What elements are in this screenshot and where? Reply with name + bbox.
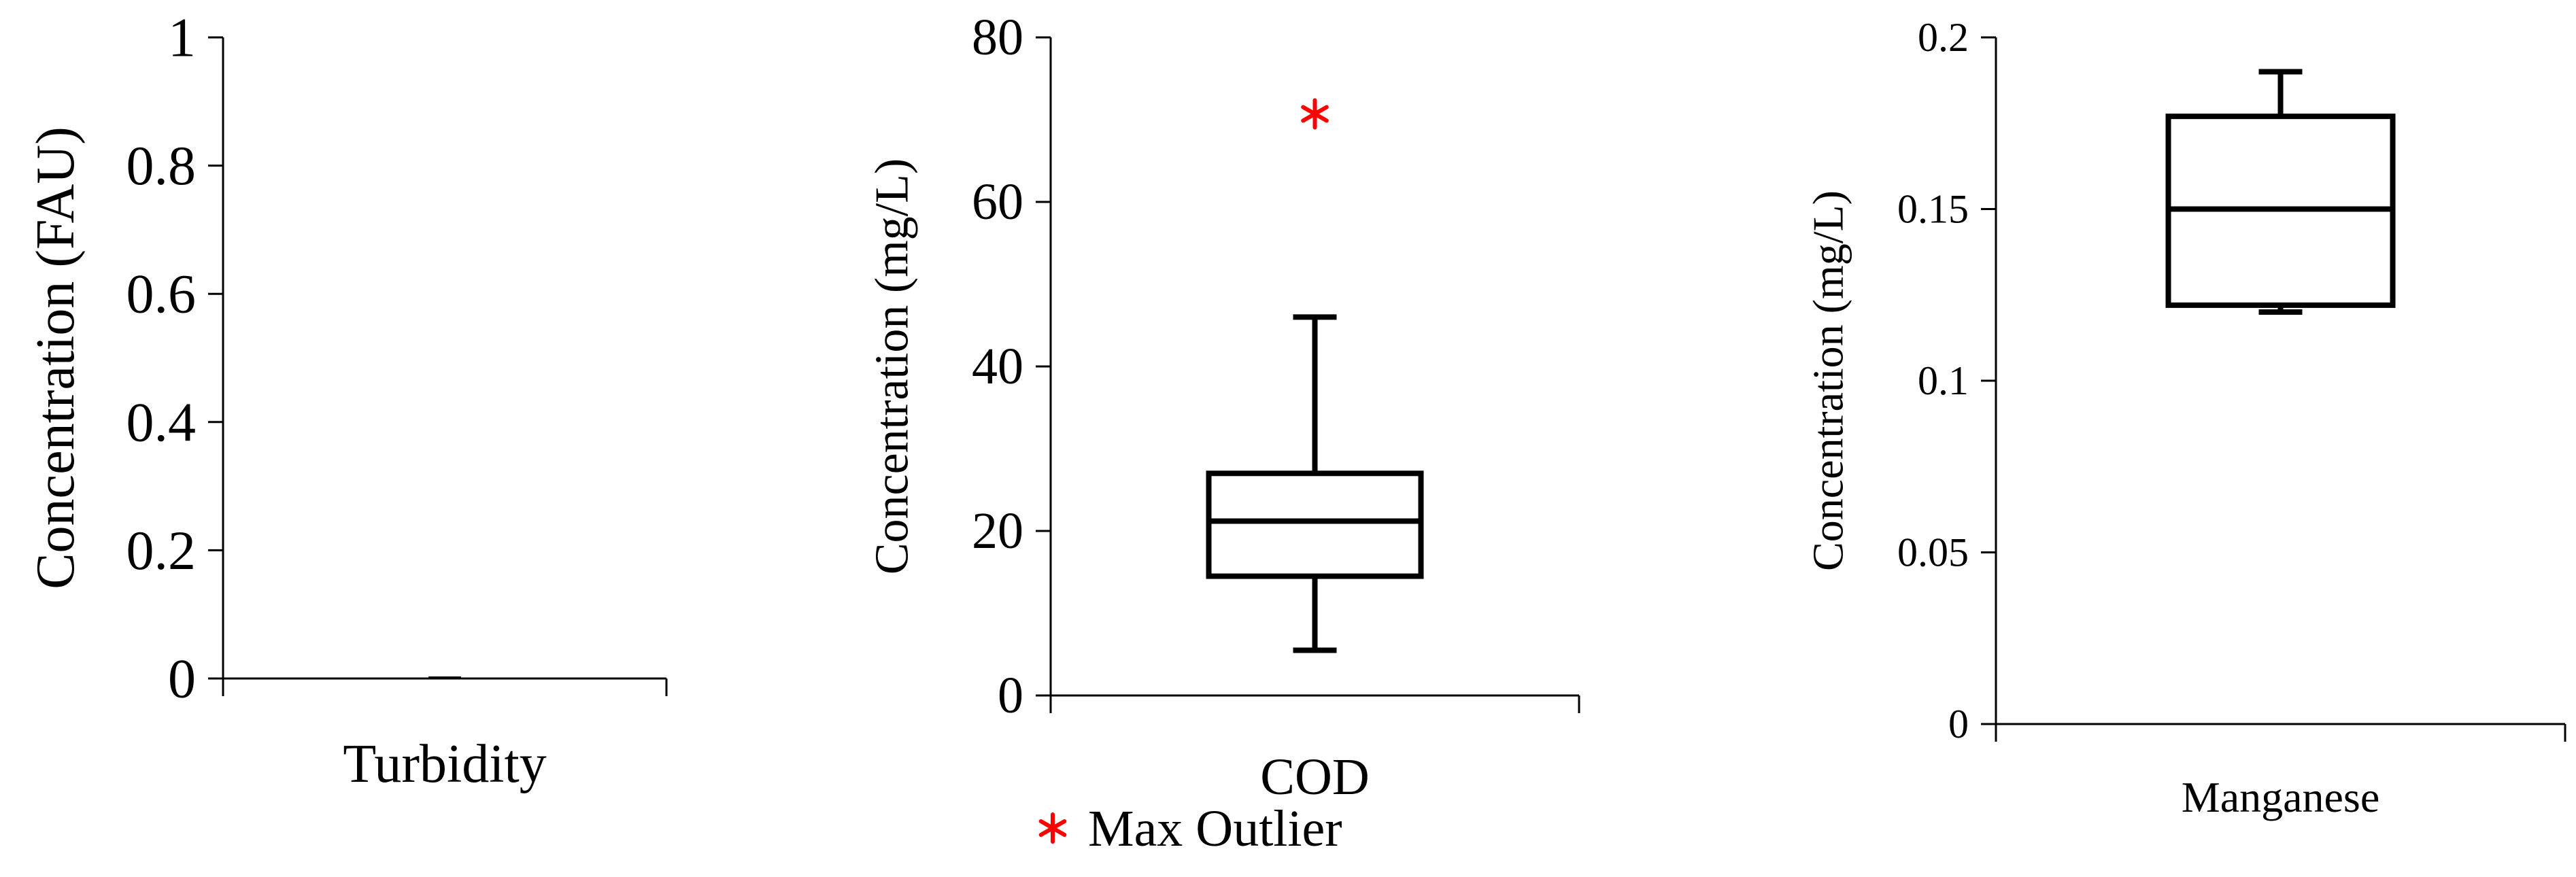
tick-label-y: 1 <box>168 7 196 69</box>
tick-label-y: 0.2 <box>1918 15 1969 60</box>
outlier-stroke <box>1301 105 1329 123</box>
box-iqr <box>1206 470 1424 579</box>
tick-label-y: 0.8 <box>126 135 197 196</box>
tick-label-y: 60 <box>972 173 1023 230</box>
outlier-legend-icon <box>1038 812 1067 844</box>
tick-label-y: 0 <box>1948 702 1969 746</box>
tick-label-y: 80 <box>972 9 1023 66</box>
panel-turbidity: 0 0.2 0.4 0.6 0.8 1 Concentration (FAU) Turbidi… <box>26 7 668 794</box>
tick-label-y: 0.1 <box>1918 358 1969 403</box>
tick-label-y: 20 <box>972 502 1023 560</box>
tick-label-y: 0.4 <box>126 391 197 453</box>
x-category-label: Manganese <box>2182 773 2379 821</box>
panel-cod: 0 20 40 60 80 Concentration (mg/L) COD <box>866 9 1580 806</box>
x-category-label: COD <box>1260 749 1369 806</box>
y-axis-label: Concentration (FAU) <box>26 126 86 589</box>
tick-label-y: 0.6 <box>126 263 197 325</box>
legend: Max Outlier <box>1038 800 1342 857</box>
tick-label-y: 0.15 <box>1897 187 1969 232</box>
panel-manganese: 0 0.05 0.1 0.15 0.2 Concentration (mg/L) Manga… <box>1804 15 2566 821</box>
tick-label-y: 0.2 <box>126 519 197 581</box>
tick-label-y: 0 <box>998 667 1023 724</box>
outlier-marker <box>1301 98 1329 130</box>
tick-label-y: 0 <box>168 648 196 710</box>
y-axis-label: Concentration (mg/L) <box>1804 190 1852 571</box>
y-axis-label: Concentration (mg/L) <box>866 158 919 574</box>
outlier-stroke <box>1038 819 1067 837</box>
tick-label-y: 40 <box>972 338 1023 395</box>
legend-label: Max Outlier <box>1088 800 1342 857</box>
legend-outlier-marker <box>1038 812 1067 844</box>
x-category-label: Turbidity <box>343 734 546 794</box>
tick-label-y: 0.05 <box>1897 530 1969 575</box>
